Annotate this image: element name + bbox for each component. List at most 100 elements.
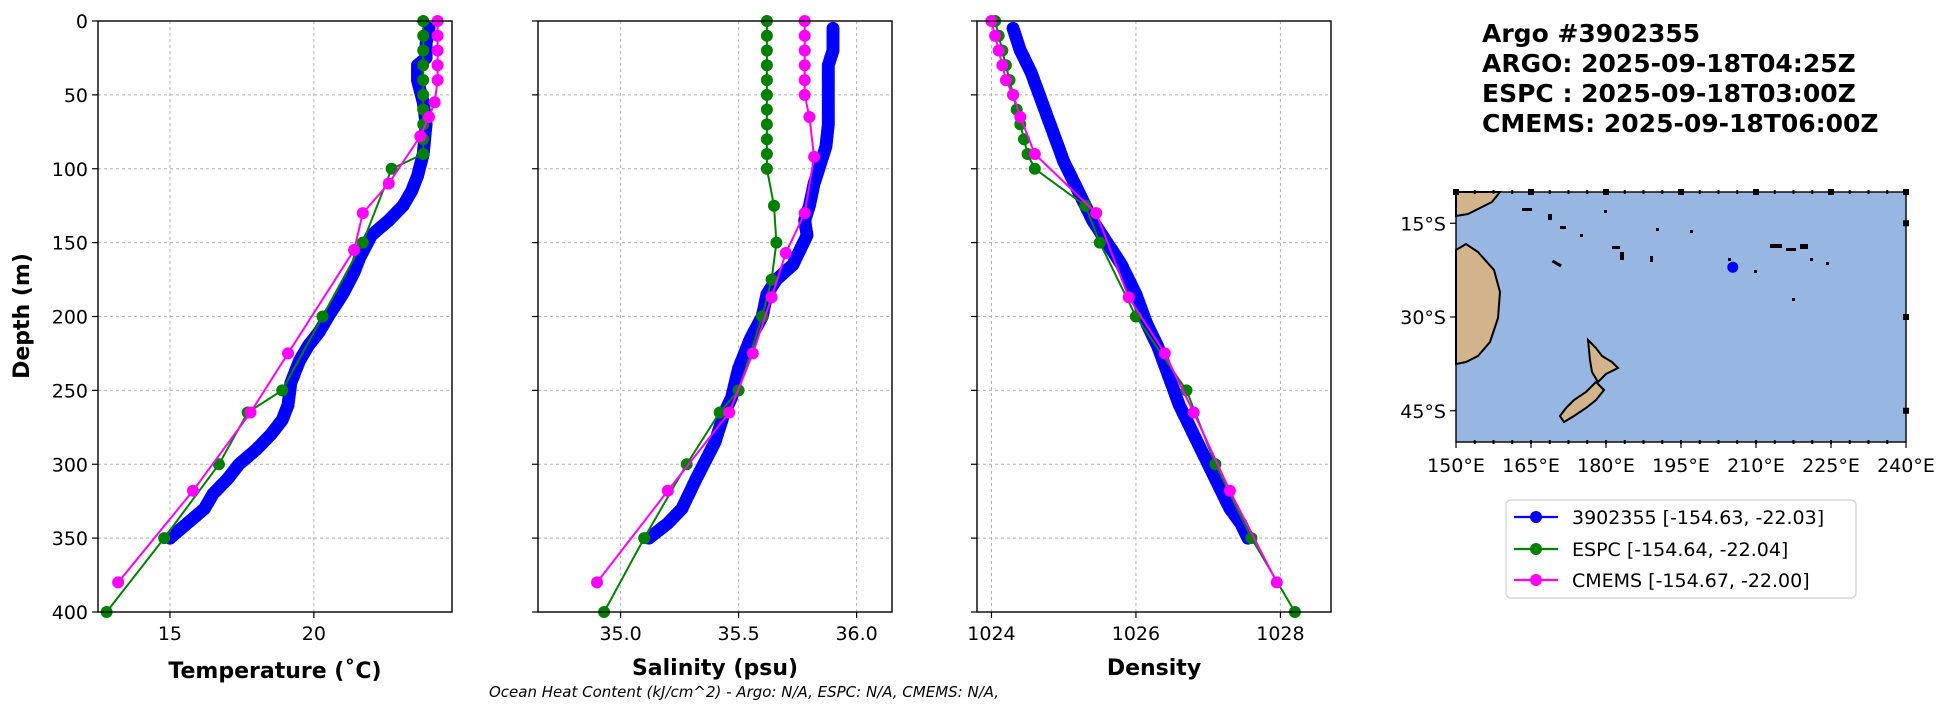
y-tick-label: 100 (52, 159, 88, 181)
data-point-espc (760, 148, 773, 160)
data-point-cmems (382, 177, 395, 190)
data-point-cmems (798, 88, 811, 101)
temperature-panel: 0 50 100 150 200 250 300 350 400 15 20 Temperature… (10, 11, 453, 684)
y-tick-label: 150 (52, 233, 88, 255)
legend-label-cmems: CMEMS [-154.67, -22.00] (1572, 570, 1810, 592)
data-point-cmems (746, 347, 759, 360)
y-tick-label: 300 (52, 454, 88, 476)
series-line-cmems (596, 21, 816, 584)
temperature-x-label: Temperature (˚C) (168, 659, 381, 684)
data-point-cmems (992, 44, 1005, 57)
map-frame-tick (1903, 220, 1909, 227)
map-lon-tick-label: 180°E (1577, 455, 1635, 477)
data-point-cmems (187, 484, 199, 497)
data-point-espc (768, 199, 780, 212)
legend-swatch-marker (1530, 574, 1542, 586)
ocean-heat-content-footer: Ocean Heat Content (kJ/cm^2) - Argo: N/A… (489, 683, 999, 701)
data-point-cmems (1158, 347, 1171, 360)
density-grid (977, 21, 1331, 612)
data-point-espc (770, 236, 783, 249)
data-point-cmems (1223, 484, 1236, 497)
data-point-espc (417, 29, 430, 42)
data-point-cmems (798, 29, 811, 42)
data-point-cmems (1270, 576, 1283, 589)
map-lon-tick-label: 210°E (1727, 455, 1785, 477)
data-point-cmems (765, 291, 778, 304)
y-tick-label: 400 (52, 602, 88, 624)
data-point-cmems (989, 29, 1002, 42)
salinity-series (591, 15, 840, 618)
title-block: Argo #3902355 ARGO: 2025-09-18T04:25Z ES… (1482, 19, 1879, 138)
data-point-espc (276, 384, 289, 397)
temperature-grid (98, 21, 452, 612)
x-tick-label: 35.0 (599, 623, 641, 645)
density-ticks: 1024 1026 1028 (967, 20, 1305, 645)
map-lat-tick-label: 15°S (1400, 213, 1446, 235)
map-lon-tick-label: 165°E (1502, 455, 1560, 477)
data-point-espc (1093, 236, 1106, 249)
data-point-cmems (1122, 291, 1135, 304)
map-lat-tick-label: 30°S (1400, 307, 1446, 329)
data-point-cmems (348, 244, 361, 256)
map-lon-tick-label: 240°E (1877, 455, 1935, 477)
data-point-espc (760, 88, 773, 101)
data-point-espc (417, 74, 430, 87)
data-point-cmems (1090, 207, 1103, 220)
y-tick-label: 0 (76, 11, 88, 33)
data-point-cmems (431, 29, 444, 42)
data-point-cmems (431, 44, 444, 57)
x-tick-label: 35.5 (717, 623, 759, 645)
map-lon-tick-label: 225°E (1802, 455, 1860, 477)
data-point-cmems (996, 59, 1009, 72)
legend-swatch-marker (1530, 511, 1542, 523)
title-line-argo-id: Argo #3902355 (1482, 19, 1700, 48)
density-x-label: Density (1107, 656, 1201, 681)
y-tick-label: 250 (52, 380, 88, 402)
data-point-espc (638, 532, 651, 545)
x-tick-label: 1024 (967, 623, 1015, 645)
data-point-espc (158, 532, 171, 545)
salinity-grid (538, 21, 892, 612)
data-point-cmems (803, 111, 816, 123)
data-point-cmems (808, 150, 821, 163)
data-point-espc (760, 133, 773, 146)
data-point-cmems (591, 576, 603, 589)
x-tick-label: 1028 (1256, 623, 1304, 645)
data-point-espc (417, 59, 430, 72)
map-frame-tick (1903, 407, 1909, 414)
data-point-cmems (244, 406, 257, 419)
data-point-espc (417, 44, 430, 57)
data-point-espc (760, 74, 773, 87)
salinity-panel: 35.0 35.5 36.0 Salinity (psu) (532, 15, 893, 681)
data-point-espc (1079, 199, 1092, 212)
land-new-zealand-south (1558, 380, 1606, 424)
data-point-espc (760, 29, 773, 42)
data-point-cmems (723, 406, 736, 419)
data-point-cmems (999, 74, 1012, 87)
data-point-espc (760, 44, 773, 57)
y-tick-label: 50 (64, 85, 88, 107)
x-tick-label: 20 (302, 623, 326, 645)
map-ticks: 150°E 165°E 180°E 195°E 210°E 225°E 240°E 15°S 3… (1400, 189, 1935, 477)
data-point-espc (713, 406, 726, 419)
data-point-cmems (798, 59, 811, 72)
data-point-cmems (431, 74, 444, 87)
data-point-cmems (282, 347, 294, 360)
data-point-espc (1245, 532, 1258, 545)
data-point-espc (760, 103, 773, 116)
map-frame-tick (1903, 189, 1909, 195)
data-point-espc (356, 236, 369, 249)
land-new-zealand-north (1586, 337, 1620, 384)
data-point-cmems (798, 74, 811, 87)
data-point-cmems (356, 207, 369, 220)
salinity-ticks: 35.0 35.5 36.0 (532, 20, 878, 645)
data-point-cmems (1014, 111, 1027, 123)
data-point-espc (1028, 162, 1041, 175)
temperature-ticks: 0 50 100 150 200 250 300 350 400 15 20 (52, 11, 326, 645)
x-tick-label: 15 (158, 623, 182, 645)
series-line-3902355 (648, 28, 834, 539)
data-point-espc (760, 118, 773, 131)
x-tick-label: 1026 (1112, 623, 1160, 645)
map-lon-tick-label: 195°E (1652, 455, 1710, 477)
y-tick-label: 350 (52, 528, 88, 550)
